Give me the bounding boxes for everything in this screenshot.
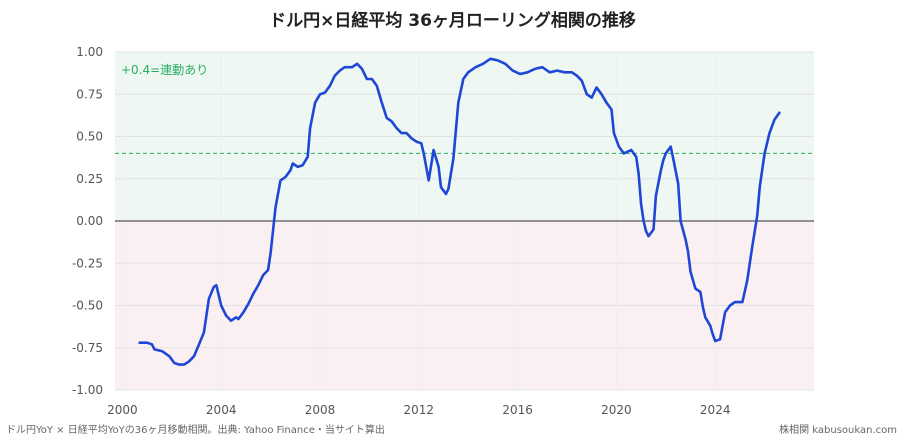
x-tick-label: 2012: [404, 403, 435, 417]
correlation-line: [138, 57, 781, 366]
threshold-label: +0.4=連動あり: [121, 63, 208, 77]
footer-site-credit: 株相関 kabusoukan.com: [779, 425, 897, 436]
chart-title: ドル円×日経平均 36ヶ月ローリング相関の推移: [269, 11, 636, 31]
x-tick-label: 2004: [206, 403, 237, 417]
y-tick-label: 0.00: [76, 214, 103, 228]
x-tick-label: 2000: [107, 403, 138, 417]
y-tick-label: -0.75: [72, 341, 103, 355]
y-tick-label: 1.00: [76, 45, 103, 59]
footer-source-note: ドル円YoY × 日経平均YoYの36ヶ月移動相関。出典: Yahoo Fina…: [6, 425, 385, 436]
y-tick-label: -0.25: [72, 256, 103, 270]
x-tick-label: 2020: [601, 403, 632, 417]
y-tick-label: 0.50: [76, 130, 103, 144]
x-tick-label: 2016: [502, 403, 533, 417]
x-tick-label: 2008: [305, 403, 336, 417]
y-tick-label: -0.50: [72, 299, 103, 313]
y-tick-label: 0.25: [76, 172, 103, 186]
y-axis-ticks: 1.00 0.75 0.50 0.25 0.00 -0.25 -0.50 -0.75 -1.00: [72, 45, 103, 397]
y-tick-label: 0.75: [76, 87, 103, 101]
y-tick-label: -1.00: [72, 383, 103, 397]
x-axis-ticks: 2000 2004 2008 2012 2016 2020 2024: [107, 403, 730, 417]
x-tick-label: 2024: [700, 403, 731, 417]
